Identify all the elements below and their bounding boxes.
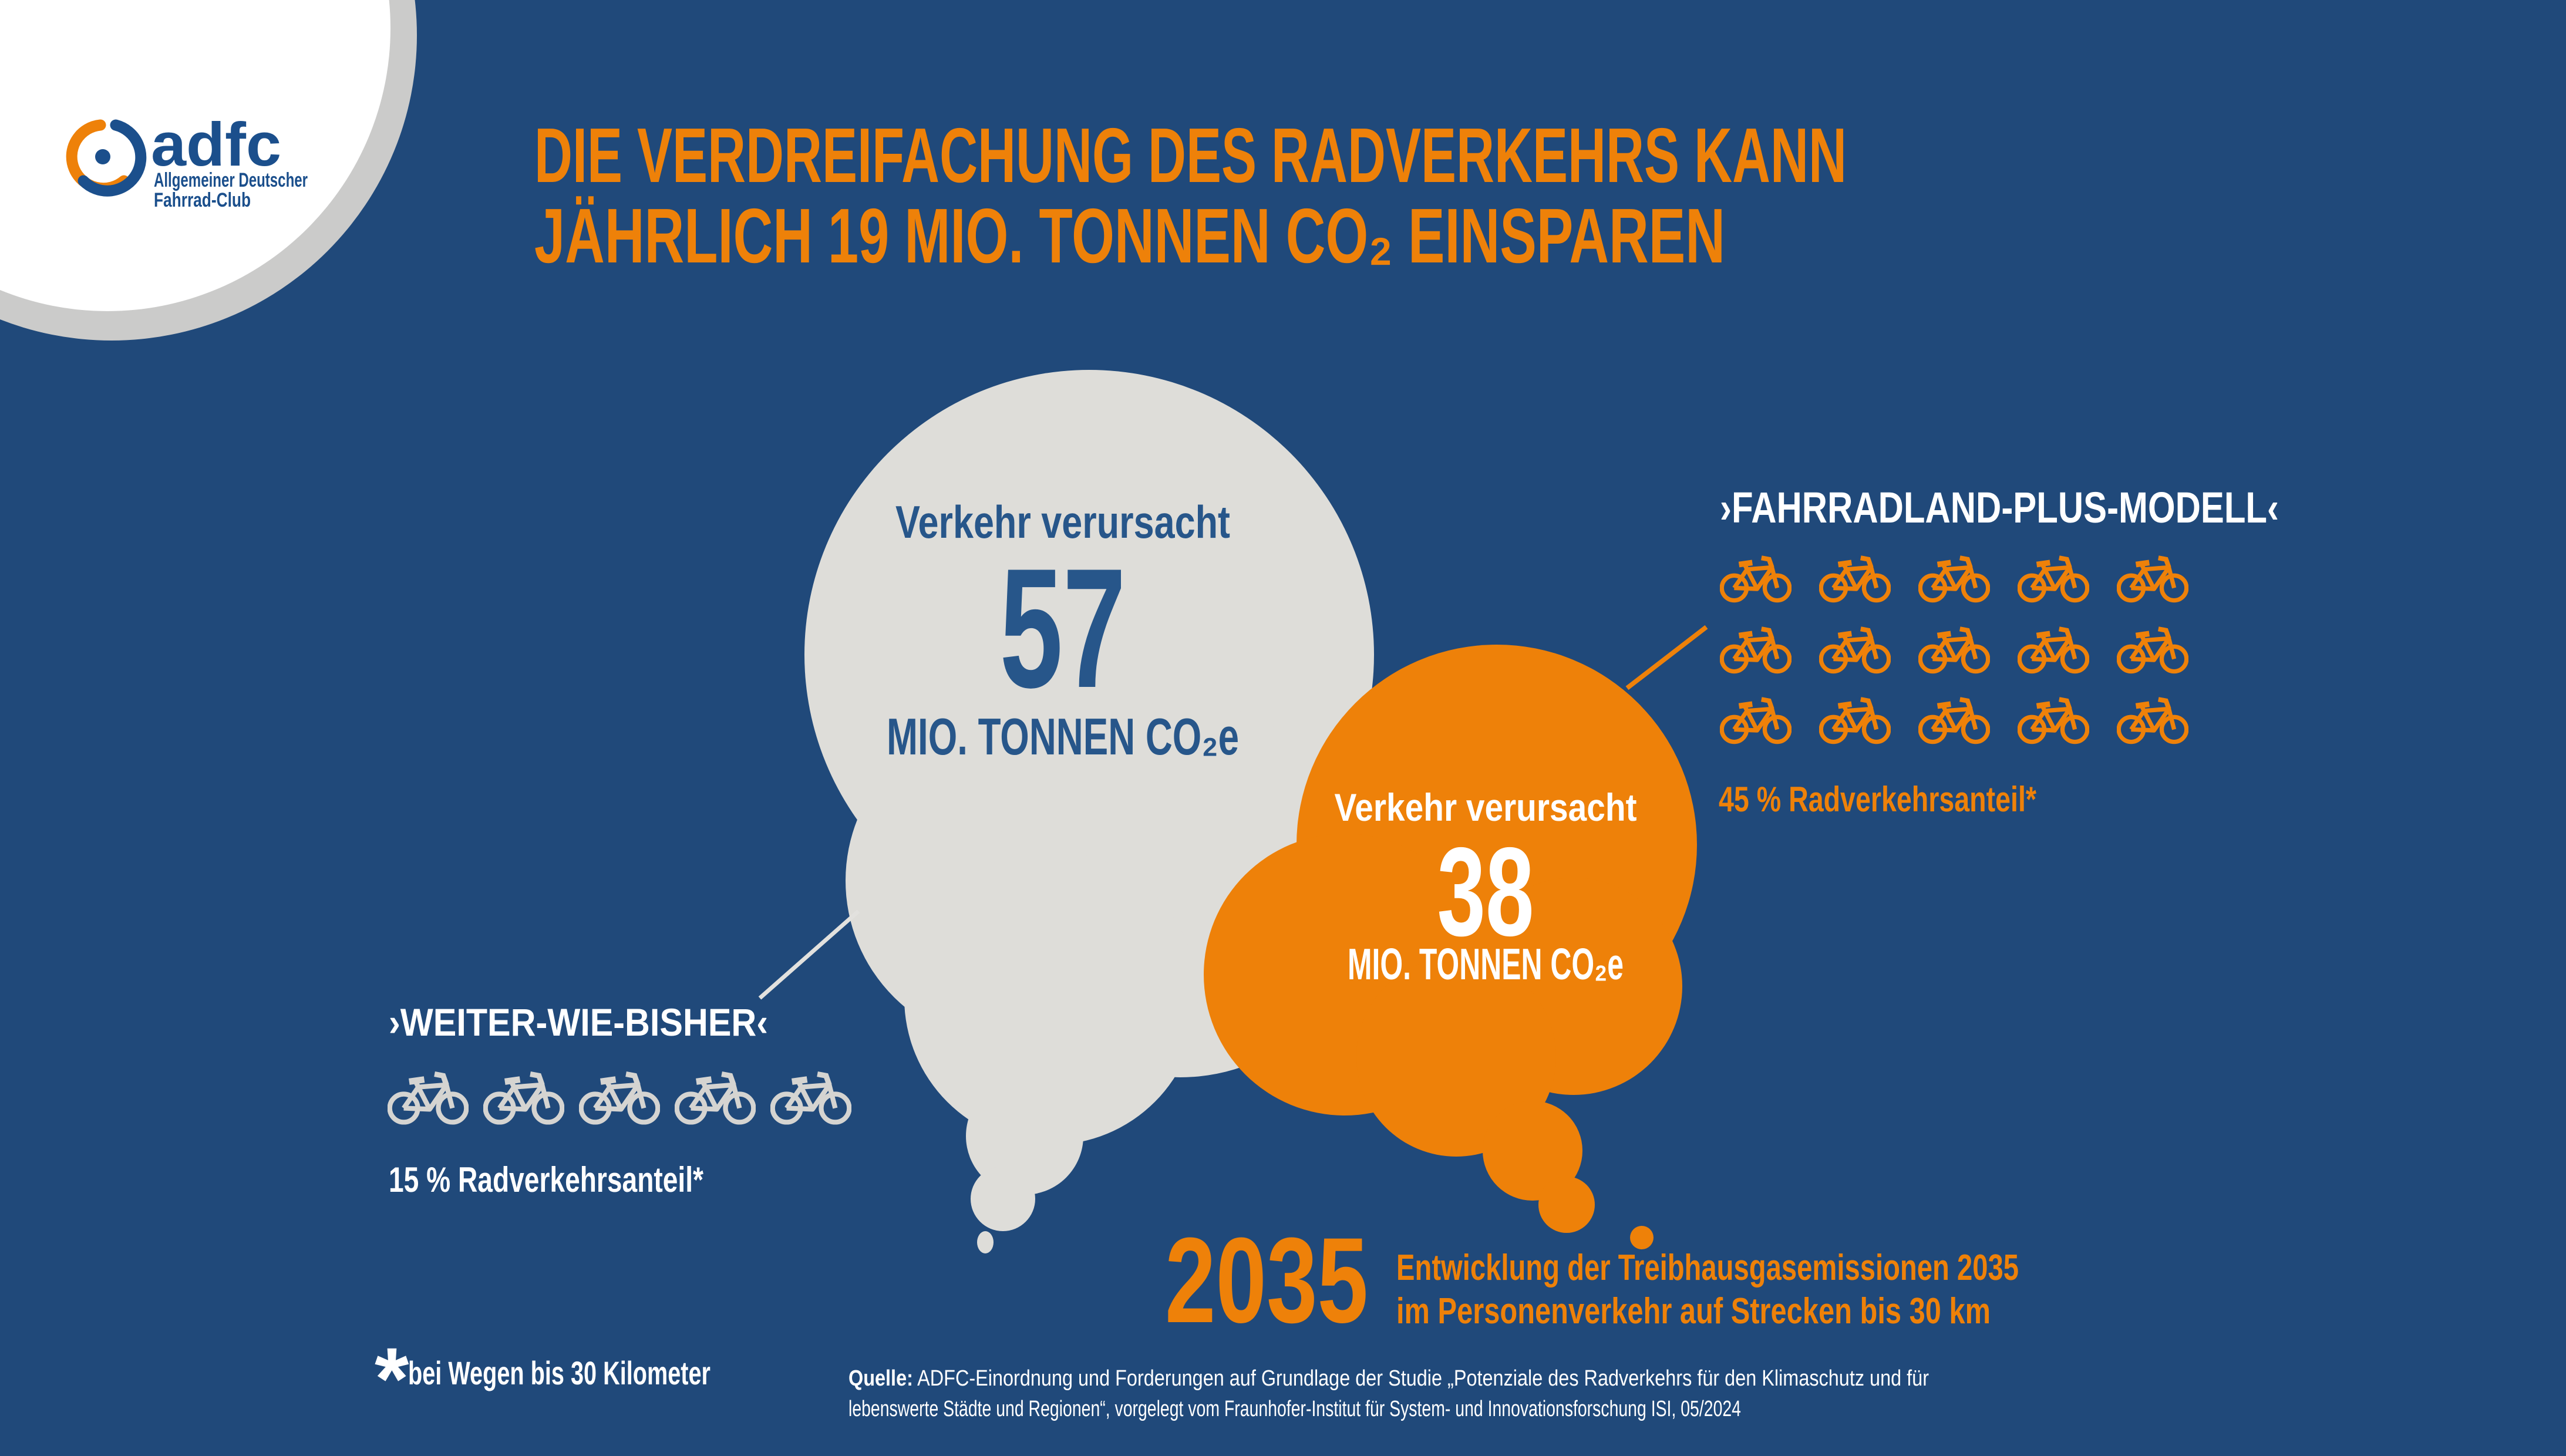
plus-scenario-label: ›FAHRRADLAND-PLUS-MODELL‹ bbox=[1720, 483, 2279, 532]
year-description-line2: im Personenverkehr auf Strecken bis 30 k… bbox=[1396, 1291, 1991, 1332]
plus-share-label: 45 % Radverkehrsanteil* bbox=[1719, 780, 2037, 819]
bau-emissions-unit: MIO. TONNEN CO₂e bbox=[887, 707, 1239, 766]
plus-emissions-unit: MIO. TONNEN CO₂e bbox=[1348, 939, 1624, 989]
headline: DIE VERDREIFACHUNG DES RADVERKEHRS KANN … bbox=[534, 112, 1847, 279]
cloud-bubble bbox=[904, 851, 1198, 1145]
logo-brand: adfc bbox=[151, 110, 281, 179]
source-note: Quelle: ADFC-Einordnung und Forderungen … bbox=[848, 1366, 1929, 1421]
source-label: Quelle: bbox=[848, 1366, 913, 1391]
cloud-bubble bbox=[977, 1231, 994, 1253]
bike-wheel-icon bbox=[66, 119, 147, 197]
cloud-bubble bbox=[971, 1167, 1035, 1231]
headline-line2: JÄHRLICH 19 MIO. TONNEN CO₂ EINSPAREN bbox=[534, 193, 1725, 279]
footnote: * bei Wegen bis 30 Kilometer bbox=[375, 1329, 710, 1428]
bau-scenario-block: ›WEITER-WIE-BISHER‹ 15 % Radverkehrsante… bbox=[389, 1000, 849, 1199]
logo-subtitle-line1: Allgemeiner Deutscher bbox=[154, 169, 308, 191]
year-value: 2035 bbox=[1165, 1212, 1368, 1348]
bau-pointer-line bbox=[758, 909, 860, 1000]
headline-line1: DIE VERDREIFACHUNG DES RADVERKEHRS KANN bbox=[534, 112, 1847, 198]
adfc-logo-badge: adfc Allgemeiner Deutscher Fahrrad-Club bbox=[0, 0, 417, 341]
cloud-bubble bbox=[966, 1077, 1083, 1195]
plus-scenario-block: ›FAHRRADLAND-PLUS-MODELL‹ 45 % Radverkeh… bbox=[1719, 483, 2279, 819]
thought-cloud-bau: Verkehr verursacht 57 MIO. TONNEN CO₂e bbox=[804, 370, 1374, 1253]
bau-cloud-intro: Verkehr verursacht bbox=[895, 496, 1230, 548]
footnote-text: bei Wegen bis 30 Kilometer bbox=[408, 1354, 710, 1391]
source-line1-rest: ADFC-Einordnung und Forderungen auf Grun… bbox=[913, 1366, 1929, 1391]
bau-scenario-label: ›WEITER-WIE-BISHER‹ bbox=[389, 1000, 768, 1044]
cloud-bubble bbox=[1538, 1177, 1595, 1233]
plus-pointer-line bbox=[1625, 625, 1708, 690]
year-description-line1: Entwicklung der Treibhausgasemissionen 2… bbox=[1396, 1248, 2019, 1288]
bau-emissions-value: 57 bbox=[1000, 533, 1126, 723]
thought-cloud-plus: Verkehr verursacht 38 MIO. TONNEN CO₂e bbox=[1204, 645, 1697, 1249]
logo-subtitle-line2: Fahrrad-Club bbox=[154, 189, 251, 211]
cloud-bubble bbox=[1483, 1101, 1582, 1201]
cloud-bubble bbox=[1356, 957, 1556, 1157]
plus-emissions-value: 38 bbox=[1437, 821, 1534, 962]
source-line1: Quelle: ADFC-Einordnung und Forderungen … bbox=[848, 1366, 1929, 1391]
logo-badge-circle bbox=[0, 0, 390, 311]
plus-cloud-intro: Verkehr verursacht bbox=[1335, 786, 1637, 829]
footnote-asterisk: * bbox=[375, 1329, 409, 1428]
bau-share-label: 15 % Radverkehrsanteil* bbox=[389, 1160, 704, 1199]
source-line2: lebenswerte Städte und Regionen“, vorgel… bbox=[848, 1397, 1741, 1421]
year-callout: 2035 Entwicklung der Treibhausgasemissio… bbox=[1165, 1212, 2019, 1348]
cloud-bubble bbox=[1630, 1226, 1654, 1249]
